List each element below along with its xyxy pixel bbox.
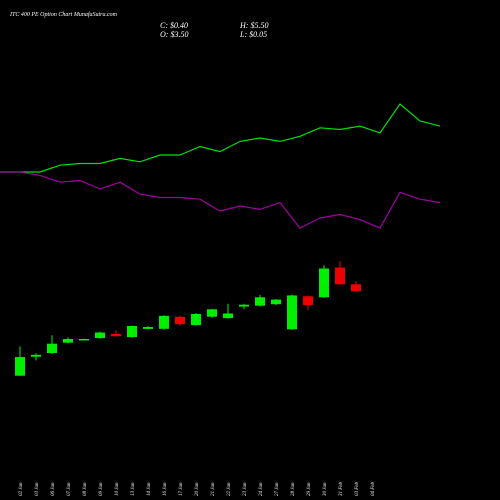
candle-body [191, 314, 201, 326]
x-tick-label: 20 Jan [195, 482, 200, 496]
x-tick-label: 30 Jan [323, 482, 328, 496]
x-tick-label: 08 Jan [83, 482, 88, 496]
x-tick-label: 04 Feb [371, 481, 376, 496]
candle [191, 313, 201, 326]
x-tick-label: 06 Jan [51, 482, 56, 496]
x-tick-label: 09 Jan [99, 482, 104, 496]
candle-body [31, 354, 41, 357]
candle-body [287, 295, 297, 330]
x-tick-label: 14 Jan [147, 482, 152, 496]
candle-body [15, 357, 25, 376]
high-value: H: $5.50 [239, 21, 268, 30]
x-tick-label: 29 Jan [307, 482, 312, 496]
candle-body [207, 309, 217, 317]
candle-body [271, 299, 281, 305]
candle [127, 325, 137, 338]
x-tick-label: 10 Jan [115, 482, 120, 496]
x-tick-label: 24 Jan [259, 482, 264, 496]
candle [207, 308, 217, 318]
x-tick-label: 17 Jan [179, 482, 184, 496]
x-tick-label: 02 Jan [19, 482, 24, 496]
candle [15, 346, 25, 376]
candles [15, 261, 361, 376]
x-tick-label: 03 Jan [35, 482, 40, 496]
candle [143, 326, 153, 330]
x-tick-label: 03 Feb [355, 481, 360, 496]
candle [351, 281, 361, 292]
candle-body [95, 332, 105, 339]
candle [271, 299, 281, 306]
indicator-lines [0, 103, 441, 229]
candle-body [159, 315, 169, 329]
candle [175, 315, 185, 326]
x-tick-label: 16 Jan [163, 482, 168, 496]
candle-body [143, 327, 153, 329]
candle [111, 330, 121, 337]
candle-body [63, 339, 73, 343]
x-tick-label: 27 Jan [275, 482, 280, 496]
candle [79, 338, 89, 341]
candle-body [319, 268, 329, 298]
candle-body [175, 316, 185, 325]
candle [63, 337, 73, 344]
candle-body [111, 333, 121, 337]
candle-body [335, 267, 345, 285]
chart-title: ITC 400 PE Option Chart MunafaSutra.com [9, 11, 118, 18]
x-tick-label: 23 Jan [243, 482, 248, 496]
candle [239, 303, 249, 310]
x-tick-label: 13 Jan [131, 482, 136, 496]
candle [303, 295, 313, 311]
candle [223, 303, 233, 319]
candle [159, 315, 169, 330]
candle-body [127, 326, 137, 338]
green-indicator-line [0, 103, 441, 173]
candle-body [239, 304, 249, 307]
candle-body [223, 313, 233, 319]
x-axis-tick-labels: 02 Jan 03 Jan 06 Jan 07 Jan 08 Jan 09 Jan 10 J… [19, 481, 376, 496]
candle-body [47, 343, 57, 353]
x-tick-label: 21 Jan [211, 482, 216, 496]
candle [319, 265, 329, 298]
candle [31, 353, 41, 361]
candle [287, 294, 297, 330]
candle-body [351, 284, 361, 292]
candle-body [303, 296, 313, 306]
close-value: C: $0.40 [160, 21, 188, 30]
candle-body [79, 339, 89, 341]
candle [255, 294, 265, 307]
open-value: O: $3.50 [160, 30, 188, 39]
low-value: L: $0.05 [239, 30, 267, 39]
x-tick-label: 31 Feb [339, 481, 344, 496]
candle [335, 261, 345, 285]
candle-body [255, 297, 265, 306]
purple-indicator-line [0, 171, 441, 229]
x-tick-label: 07 Jan [67, 482, 72, 496]
candle [47, 335, 57, 354]
candle [95, 331, 105, 339]
x-tick-label: 28 Jan [291, 482, 296, 496]
x-tick-label: 22 Jan [227, 482, 232, 496]
